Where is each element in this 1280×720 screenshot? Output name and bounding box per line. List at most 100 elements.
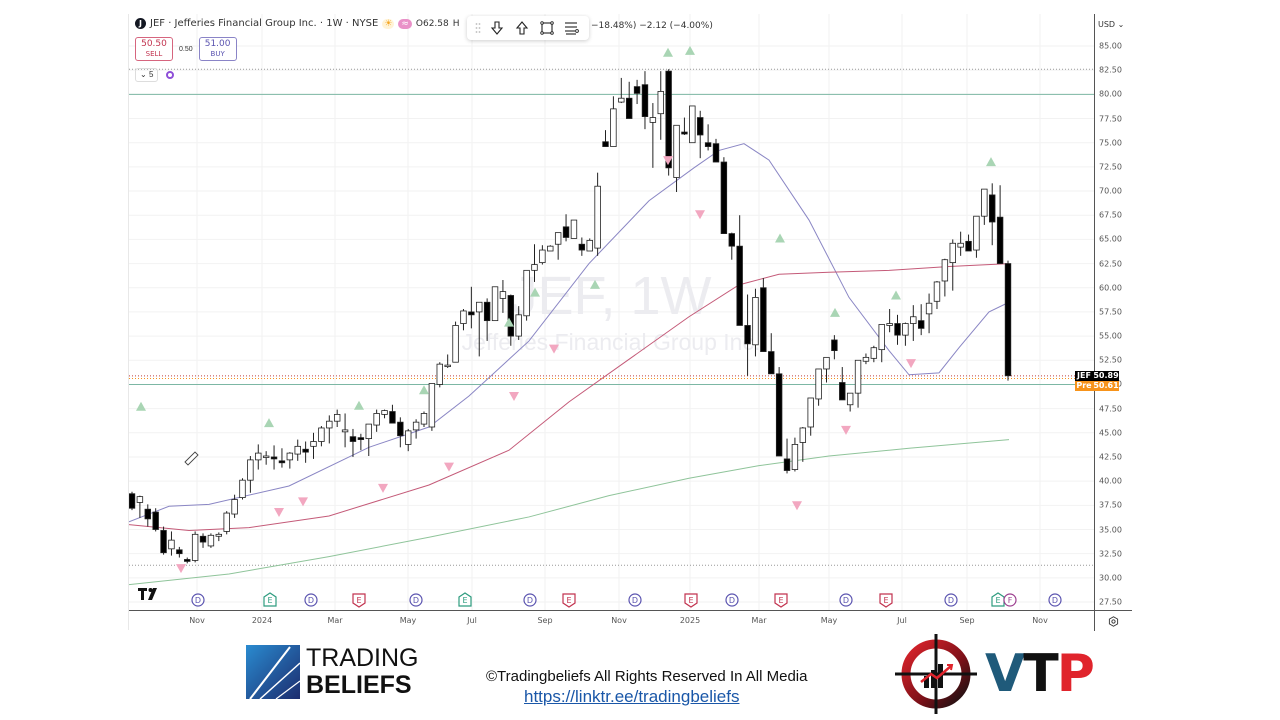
price-tick: 42.50 — [1099, 452, 1122, 462]
time-tick: 2024 — [251, 616, 273, 625]
price-tick: 65.00 — [1099, 234, 1122, 244]
svg-text:D: D — [843, 596, 849, 605]
price-tick: 70.00 — [1099, 186, 1122, 196]
sell-label: SELL — [145, 50, 163, 58]
svg-text:E: E — [267, 596, 272, 605]
vtp-wordmark: V T P — [985, 644, 1095, 704]
spread-value: 0.50 — [179, 45, 193, 53]
change-readout: −18.48%) −2.12 (−4.00%) — [591, 21, 713, 31]
time-tick: Nov — [611, 616, 627, 625]
svg-text:Jefferies Financial Group Inc.: Jefferies Financial Group Inc. — [462, 329, 761, 355]
svg-text:E: E — [688, 596, 693, 605]
earnings-event-icon[interactable]: E — [263, 592, 277, 607]
arrow-down-icon[interactable] — [488, 19, 506, 37]
vtp-letter-t: T — [1023, 644, 1059, 704]
dividend-event-icon[interactable]: D — [1048, 593, 1062, 607]
dividend-event-icon[interactable]: D — [304, 593, 318, 607]
svg-text:E: E — [566, 596, 571, 605]
dividend-event-icon[interactable]: D — [944, 593, 958, 607]
time-tick: May — [820, 616, 838, 625]
svg-text:E: E — [462, 596, 467, 605]
linktree-link[interactable]: https://linktr.ee/tradingbeliefs — [524, 687, 740, 706]
price-axis[interactable]: USD ⌄ 85.00 82.50 80.00 77.50 75.00 72.50 70.0… — [1075, 14, 1132, 610]
dividend-event-icon[interactable]: D — [839, 593, 853, 607]
svg-text:E: E — [995, 596, 1000, 605]
last-price-label: JEF 50.89 — [1075, 370, 1119, 381]
vtp-letter-v: V — [985, 644, 1025, 704]
currency-select[interactable]: USD ⌄ — [1098, 20, 1125, 29]
tradingview-logo-icon[interactable] — [137, 586, 161, 607]
time-tick: Sep — [537, 616, 553, 625]
price-tick: 45.00 — [1099, 428, 1122, 438]
chart-settings-button[interactable] — [1094, 610, 1132, 631]
price-tick: 57.50 — [1099, 307, 1122, 317]
sun-icon[interactable]: ☀ — [382, 18, 395, 29]
split-event-icon[interactable]: F — [1003, 593, 1017, 607]
drag-handle-icon[interactable] — [475, 22, 481, 34]
premarket-value: 50.61 — [1093, 380, 1119, 391]
time-axis[interactable]: Nov 2024 Mar May Jul Sep Nov 2025 Mar May Jul Sep No… — [129, 610, 1094, 631]
chart-frame[interactable]: JEF, 1W Jefferies Financial Group Inc. D E D… — [128, 14, 1132, 631]
earnings-event-icon[interactable]: E — [458, 592, 472, 607]
pencil-cursor-icon — [184, 451, 199, 466]
arrow-up-icon[interactable] — [513, 19, 531, 37]
svg-text:F: F — [1008, 596, 1013, 605]
time-tick: Nov — [1032, 616, 1048, 625]
svg-text:E: E — [883, 596, 888, 605]
vtp-letter-p: P — [1056, 644, 1095, 704]
price-tick: 72.50 — [1099, 162, 1122, 172]
svg-text:D: D — [729, 596, 735, 605]
earnings-event-icon[interactable]: E — [352, 593, 366, 608]
earnings-event-icon[interactable]: E — [562, 593, 576, 608]
ohlc-open: O62.58 — [415, 18, 449, 29]
symbol-title[interactable]: JEF · Jefferies Financial Group Inc. · 1… — [150, 18, 379, 29]
dividend-event-icon[interactable]: D — [409, 593, 423, 607]
earnings-event-icon[interactable]: E — [774, 593, 788, 608]
earnings-event-icon[interactable]: E — [684, 593, 698, 608]
svg-text:E: E — [778, 596, 783, 605]
price-tick: 80.00 — [1099, 89, 1122, 99]
svg-text:E: E — [356, 596, 361, 605]
time-tick: Sep — [959, 616, 975, 625]
time-tick: Nov — [189, 616, 205, 625]
svg-text:D: D — [632, 596, 638, 605]
indicators-count: 5 — [148, 70, 154, 79]
data-approx-badge[interactable]: ≈ — [398, 18, 412, 29]
premarket-label: Pre — [1075, 380, 1093, 391]
brand-line-1: TRADING — [306, 644, 419, 672]
price-tick: 32.50 — [1099, 549, 1122, 559]
price-tick: 35.00 — [1099, 525, 1122, 534]
svg-text:D: D — [527, 596, 533, 605]
price-tick: 85.00 — [1099, 41, 1122, 51]
candlestick-chart[interactable]: JEF, 1W Jefferies Financial Group Inc. D E D… — [129, 14, 1094, 610]
rectangle-icon[interactable] — [538, 19, 556, 37]
trade-buttons: 50.50 SELL 0.50 51.00 BUY — [135, 37, 237, 61]
earnings-event-icon[interactable]: E — [879, 593, 893, 608]
floating-drawing-toolbar — [467, 16, 589, 40]
dividend-event-icon[interactable]: D — [628, 593, 642, 607]
price-tick: 37.50 — [1099, 500, 1122, 510]
gear-icon — [1108, 615, 1119, 627]
indicators-collapse-button[interactable]: ⌄ 5 — [135, 68, 159, 82]
vtp-logo: V T P — [893, 632, 1095, 716]
last-price-symbol: JEF — [1075, 370, 1093, 381]
price-tick: 47.50 — [1099, 404, 1122, 414]
chevron-down-icon: ⌄ — [140, 70, 147, 79]
svg-text:D: D — [413, 596, 419, 605]
brand-line-2: BELIEFS — [306, 671, 412, 699]
symbol-legend: J JEF · Jefferies Financial Group Inc. ·… — [135, 18, 460, 29]
dividend-event-icon[interactable]: D — [191, 593, 205, 607]
buy-button[interactable]: 51.00 BUY — [198, 37, 237, 61]
chart-plot-area[interactable]: JEF, 1W Jefferies Financial Group Inc. D E D… — [129, 14, 1094, 610]
sell-button[interactable]: 50.50 SELL — [135, 37, 173, 61]
price-tick: 40.00 — [1099, 476, 1122, 486]
lines-settings-icon[interactable] — [563, 19, 581, 37]
price-tick: 55.00 — [1099, 331, 1122, 341]
time-tick: Mar — [751, 616, 767, 625]
price-tick: 67.50 — [1099, 210, 1122, 220]
earnings-event-icon[interactable]: E — [991, 592, 1005, 607]
dividend-event-icon[interactable]: D — [725, 593, 739, 607]
copyright-text: ©Tradingbeliefs All Rights Reserved In A… — [486, 668, 808, 685]
ohlc-high-truncated: H — [452, 18, 460, 29]
dividend-event-icon[interactable]: D — [523, 593, 537, 607]
